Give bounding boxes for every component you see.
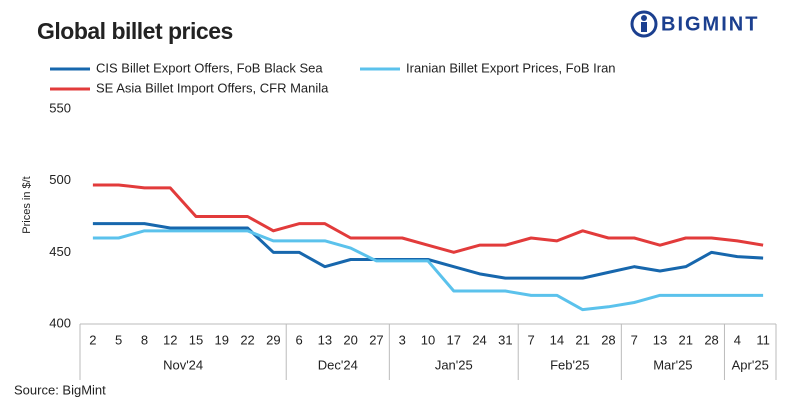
x-tick-label: 4 bbox=[734, 332, 741, 347]
series-line bbox=[92, 183, 764, 254]
x-tick-label: 21 bbox=[679, 332, 693, 347]
x-tick-label: 11 bbox=[756, 332, 770, 347]
x-tick-label: 7 bbox=[631, 332, 638, 347]
x-tick-label: 8 bbox=[141, 332, 148, 347]
x-tick-label: 31 bbox=[498, 332, 512, 347]
logo: BIGMINT bbox=[630, 10, 759, 38]
x-tick-label: 13 bbox=[318, 332, 332, 347]
legend-label: SE Asia Billet Import Offers, CFR Manila bbox=[96, 80, 329, 95]
x-tick-label: 3 bbox=[399, 332, 406, 347]
y-tick-label: 400 bbox=[49, 315, 71, 330]
y-axis-label: Prices in $/t bbox=[21, 176, 33, 233]
source: Source: BigMint bbox=[14, 382, 106, 397]
x-tick-label: 19 bbox=[215, 332, 229, 347]
x-tick-label: 10 bbox=[421, 332, 435, 347]
legend-label: Iranian Billet Export Prices, FoB Iran bbox=[406, 60, 616, 75]
x-group-label: Dec'24 bbox=[318, 357, 358, 372]
x-tick-label: 7 bbox=[527, 332, 534, 347]
x-tick-label: 24 bbox=[472, 332, 486, 347]
x-tick-label: 20 bbox=[343, 332, 357, 347]
x-group-label: Jan'25 bbox=[435, 357, 473, 372]
logo-icon bbox=[630, 10, 658, 38]
x-tick-label: 28 bbox=[704, 332, 718, 347]
x-tick-label: 17 bbox=[447, 332, 461, 347]
x-tick-label: 6 bbox=[295, 332, 302, 347]
x-tick-label: 27 bbox=[369, 332, 383, 347]
y-tick-label: 550 bbox=[49, 100, 71, 115]
x-tick-label: 29 bbox=[266, 332, 280, 347]
x-tick-label: 28 bbox=[601, 332, 615, 347]
x-tick-label: 15 bbox=[189, 332, 203, 347]
x-group-label: Feb'25 bbox=[550, 357, 589, 372]
logo-icon-body bbox=[641, 22, 647, 32]
x-group-label: Nov'24 bbox=[163, 357, 203, 372]
x-tick-label: 13 bbox=[653, 332, 667, 347]
logo-text: BIGMINT bbox=[661, 13, 759, 35]
chart-title: Global billet prices bbox=[37, 18, 233, 44]
x-tick-label: 12 bbox=[163, 332, 177, 347]
x-tick-label: 21 bbox=[575, 332, 589, 347]
x-group-label: Mar'25 bbox=[653, 357, 692, 372]
x-group-label: Apr'25 bbox=[732, 357, 769, 372]
y-tick-label: 500 bbox=[49, 172, 71, 187]
x-tick-label: 5 bbox=[115, 332, 122, 347]
legend-label: CIS Billet Export Offers, FoB Black Sea bbox=[96, 60, 323, 75]
logo-icon-head bbox=[641, 15, 647, 21]
x-tick-label: 2 bbox=[89, 332, 96, 347]
x-tick-label: 14 bbox=[550, 332, 564, 347]
x-tick-label: 22 bbox=[240, 332, 254, 347]
y-tick-label: 450 bbox=[49, 244, 71, 259]
series-line bbox=[92, 229, 764, 312]
